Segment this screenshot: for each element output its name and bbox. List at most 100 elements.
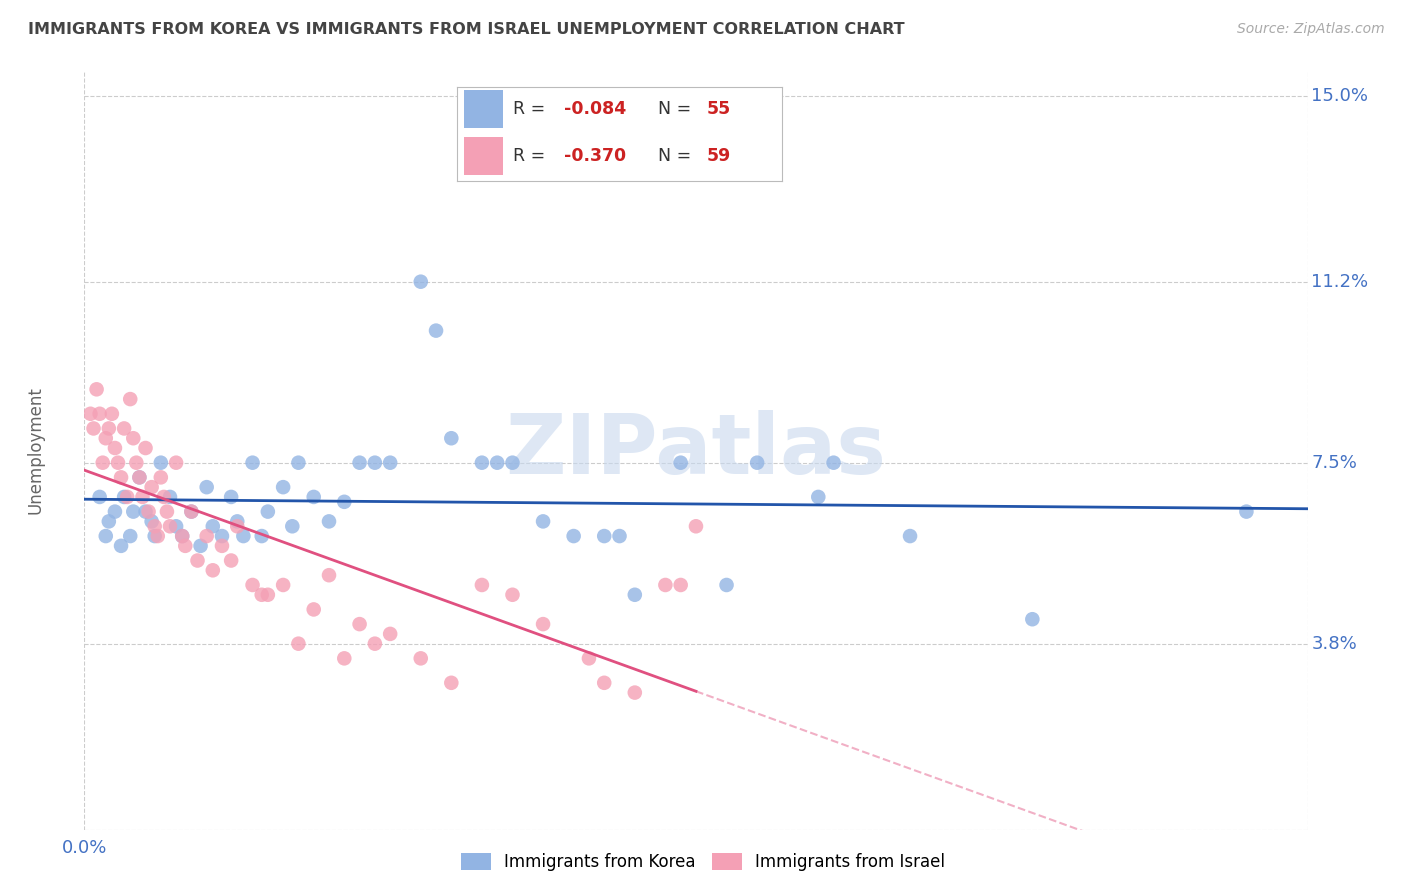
Text: Source: ZipAtlas.com: Source: ZipAtlas.com [1237,22,1385,37]
Point [159,519,181,533]
Point [211,529,233,543]
Point [172,529,194,543]
Point [486,456,509,470]
Point [232,529,254,543]
Point [302,490,325,504]
Point [287,456,309,470]
Point [1021,612,1043,626]
Point [440,675,463,690]
Point [180,505,202,519]
Point [110,470,132,484]
Point [172,529,194,543]
Point [143,519,166,533]
Point [380,627,402,641]
Text: 0.0%: 0.0% [62,839,107,857]
Point [807,490,830,504]
Point [141,515,163,529]
Point [425,324,447,338]
Point [1236,505,1258,519]
Point [364,637,387,651]
Text: 15.0%: 15.0% [1312,87,1368,105]
Point [242,578,264,592]
Point [104,505,127,519]
Point [211,539,233,553]
Point [195,480,218,494]
Point [83,421,105,435]
Point [898,529,921,543]
Point [257,505,280,519]
Point [578,651,600,665]
Point [364,456,387,470]
Point [143,529,166,543]
Point [654,578,676,592]
Point [138,505,160,519]
Point [250,588,273,602]
Point [318,568,340,582]
Point [186,553,208,567]
Point [219,490,242,504]
Point [180,505,202,519]
Point [593,675,616,690]
Point [112,490,135,504]
Text: Unemployment: Unemployment [27,386,45,515]
Point [502,456,524,470]
Point [502,588,524,602]
Point [219,553,242,567]
Point [333,495,356,509]
Point [112,421,135,435]
Point [135,505,157,519]
Point [380,456,402,470]
Point [86,382,108,396]
Point [120,392,142,406]
Point [97,515,120,529]
Point [318,515,340,529]
Point [153,490,176,504]
Point [287,637,309,651]
Point [823,456,845,470]
Point [669,456,692,470]
Point [101,407,124,421]
Point [165,519,187,533]
Point [531,617,554,632]
Point [149,470,172,484]
Point [91,456,114,470]
Point [174,539,197,553]
Point [257,588,280,602]
Point [94,529,117,543]
Point [146,529,169,543]
Point [226,515,249,529]
Point [104,441,127,455]
Point [159,490,181,504]
Text: 11.2%: 11.2% [1312,273,1368,291]
Point [271,480,294,494]
Point [747,456,769,470]
Point [135,441,157,455]
Point [156,505,179,519]
Point [562,529,585,543]
Point [128,470,150,484]
Point [281,519,304,533]
Point [440,431,463,445]
Point [716,578,738,592]
Point [131,490,153,504]
Point [110,539,132,553]
Point [122,505,145,519]
Point [107,456,129,470]
Point [79,407,101,421]
Point [624,685,647,699]
Point [333,651,356,665]
Point [685,519,707,533]
Point [141,480,163,494]
Point [349,617,371,632]
Point [195,529,218,543]
Point [531,515,554,529]
Point [226,519,249,533]
Point [593,529,616,543]
Point [149,456,172,470]
Point [271,578,294,592]
Text: 3.8%: 3.8% [1312,635,1357,653]
Legend: Immigrants from Korea, Immigrants from Israel: Immigrants from Korea, Immigrants from I… [453,845,953,880]
Point [669,578,692,592]
Point [125,456,148,470]
Point [120,529,142,543]
